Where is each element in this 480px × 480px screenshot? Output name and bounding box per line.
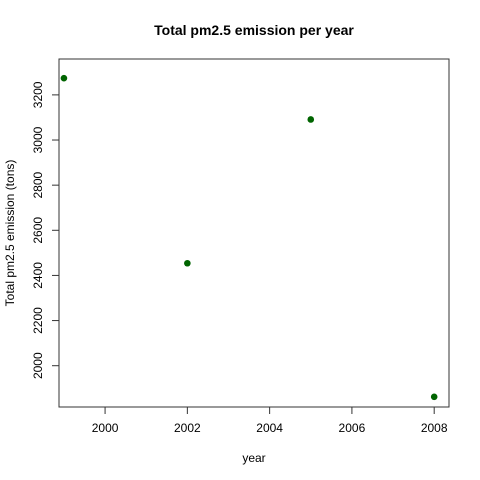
y-axis-label: Total pm2.5 emission (tons) — [3, 160, 17, 307]
x-tick-label: 2004 — [256, 421, 283, 435]
y-tick-label: 2400 — [31, 262, 45, 289]
y-tick-label: 3000 — [31, 126, 45, 153]
y-tick-label: 2000 — [31, 352, 45, 379]
y-tick-label: 2600 — [31, 217, 45, 244]
x-tick-label: 2002 — [174, 421, 201, 435]
x-tick-label: 2000 — [92, 421, 119, 435]
x-tick-label: 2006 — [339, 421, 366, 435]
data-point — [61, 75, 68, 82]
y-axis: 2000 2200 2400 2600 2800 3000 3200 — [31, 81, 59, 379]
plot-frame — [59, 59, 449, 407]
data-points — [61, 75, 438, 400]
x-axis-label: year — [242, 451, 265, 465]
chart-title: Total pm2.5 emission per year — [154, 22, 354, 38]
y-tick-label: 2200 — [31, 307, 45, 334]
data-point — [184, 260, 191, 267]
x-tick-label: 2008 — [421, 421, 448, 435]
x-axis: 2000 2002 2004 2006 2008 — [92, 407, 448, 435]
data-point — [307, 116, 314, 123]
data-point — [431, 394, 438, 401]
y-tick-label: 2800 — [31, 171, 45, 198]
y-tick-label: 3200 — [31, 81, 45, 108]
